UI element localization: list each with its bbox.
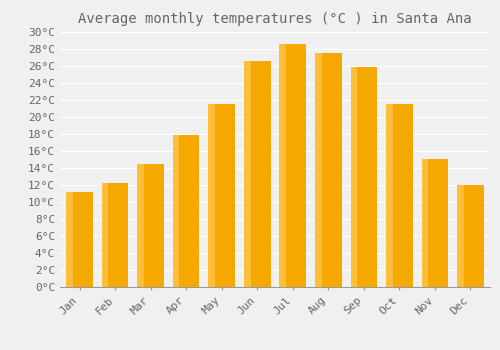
Bar [315, 53, 322, 287]
Bar [315, 53, 342, 287]
Bar [102, 183, 128, 287]
Bar [350, 67, 357, 287]
Bar [386, 104, 392, 287]
Bar [208, 104, 215, 287]
Bar [173, 135, 180, 287]
Bar [422, 159, 448, 287]
Bar [457, 185, 464, 287]
Bar [173, 135, 200, 287]
Bar [244, 61, 250, 287]
Bar [457, 185, 484, 287]
Title: Average monthly temperatures (°C ) in Santa Ana: Average monthly temperatures (°C ) in Sa… [78, 12, 472, 26]
Bar [208, 104, 235, 287]
Bar [138, 164, 164, 287]
Bar [280, 44, 306, 287]
Bar [66, 191, 73, 287]
Bar [66, 191, 93, 287]
Bar [138, 164, 144, 287]
Bar [386, 104, 412, 287]
Bar [102, 183, 108, 287]
Bar [244, 61, 270, 287]
Bar [350, 67, 377, 287]
Bar [422, 159, 428, 287]
Bar [280, 44, 286, 287]
